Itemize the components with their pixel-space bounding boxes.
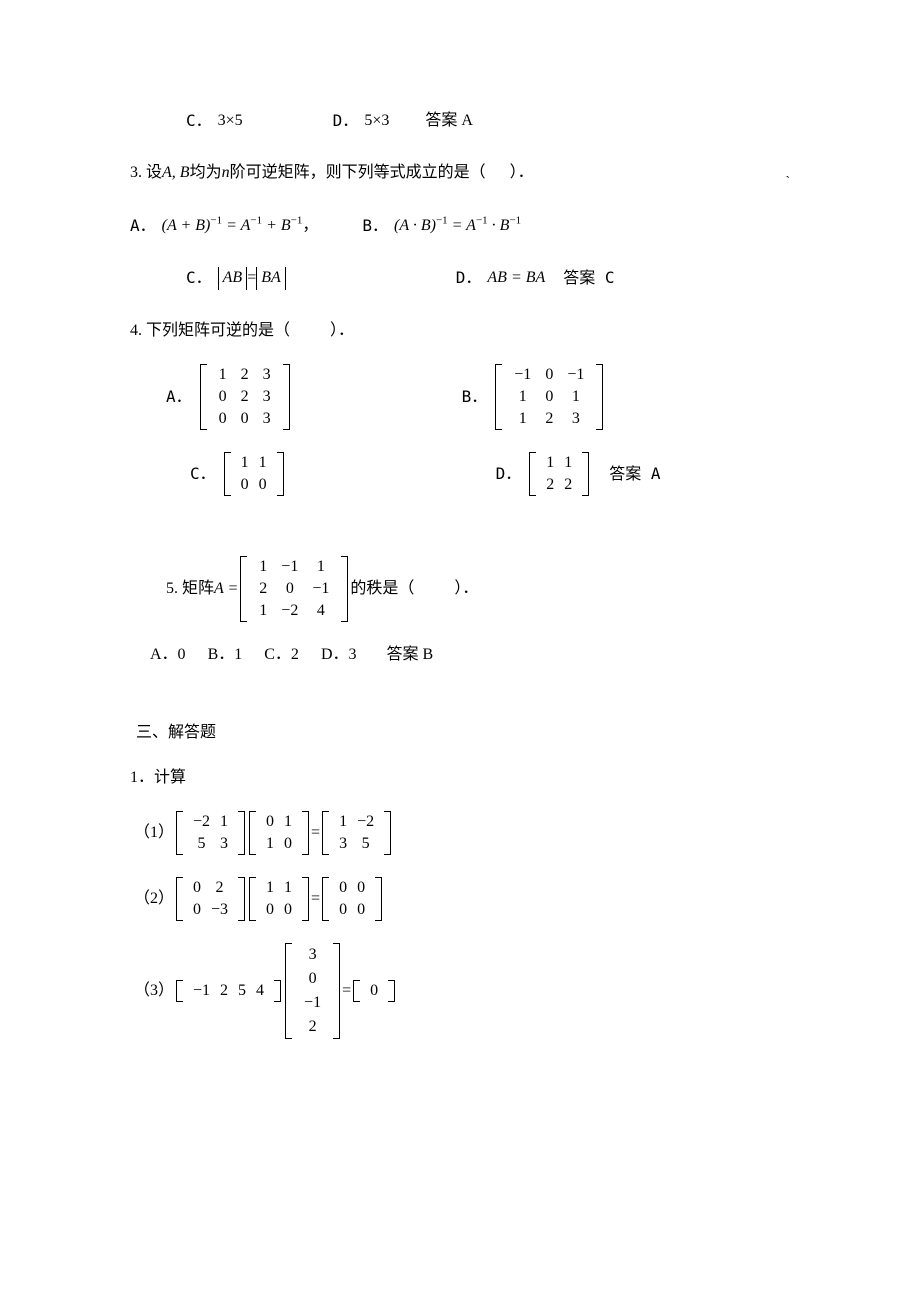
- q4-b-matrix: −10−1 101 123: [495, 364, 603, 430]
- p1-sub2-m1: 02 0−3: [176, 877, 245, 921]
- q5-opt-b: B．1: [208, 644, 243, 666]
- opt-c-math: 3×5: [218, 110, 243, 132]
- q5-answer: 答案 B: [387, 644, 434, 666]
- q3-answer: 答案 C: [563, 267, 614, 289]
- q4-d-matrix: 11 22: [529, 452, 589, 496]
- q3-ab: A, B: [162, 162, 190, 184]
- q-prev-cd-row: C． 3×5 D． 5×3 答案 A: [130, 110, 790, 132]
- q4-answer: 答案 A: [609, 463, 660, 485]
- q5-suffix: 的秩是（: [350, 578, 414, 600]
- q3-a-label: A．: [130, 215, 156, 237]
- q3-b-math: (A · B)−1 = A−1 · B−1: [394, 215, 521, 237]
- p1-sub2-m2: 11 00: [249, 877, 309, 921]
- q3-d-math: AB = BA: [487, 267, 545, 289]
- q3-a-math: (A + B)−1 = A−1 + B−1: [162, 215, 303, 237]
- answer-a: 答案 A: [425, 110, 473, 132]
- q3-ab-row: A． (A + B)−1 = A−1 + B−1 ， B． (A · B)−1 …: [130, 215, 790, 237]
- p1-sub1-label: （1）: [134, 822, 174, 844]
- q5-row: 5. 矩阵 A = 1−11 20−1 1−24 的秩是（ ）．: [130, 556, 790, 622]
- p1-sub3-m2: 3 0 −1 2: [285, 943, 340, 1039]
- q4-close: ）．: [330, 320, 354, 342]
- p1-sub1-m1: −21 53: [176, 811, 245, 855]
- q5-opts-row: A．0 B．1 C．2 D．3 答案 B: [130, 644, 790, 666]
- stray-tick: `: [786, 172, 790, 190]
- q4-d-label: D．: [496, 463, 522, 485]
- p1-sub2-eq: =: [311, 888, 320, 910]
- q4-c-label: C．: [190, 463, 216, 485]
- q3-suffix: 阶可逆矩阵，则下列等式成立的是（: [230, 162, 486, 184]
- q4-b-label: B．: [462, 386, 488, 408]
- q5-matrix: 1−11 20−1 1−24: [240, 556, 348, 622]
- q4-a-matrix: 123 023 003: [200, 364, 290, 430]
- q5-opt-c: C．2: [264, 644, 299, 666]
- q3-d-label: D．: [456, 267, 482, 289]
- p1-sub3: （3） −1254 3 0 −1 2 = 0: [130, 943, 790, 1039]
- q5-prefix: 5. 矩阵: [166, 578, 214, 600]
- q3-stem: 3. 设 A, B 均为 n 阶可逆矩阵，则下列等式成立的是（ ）．: [130, 162, 790, 184]
- page: C． 3×5 D． 5×3 答案 A 3. 设 A, B 均为 n 阶可逆矩阵，…: [0, 0, 920, 1302]
- q4-stem: 4. 下列矩阵可逆的是（ ）．: [130, 320, 790, 342]
- q5-opt-a: A．0: [150, 644, 186, 666]
- q4-a-label: A．: [166, 386, 192, 408]
- p1-sub1-eq: =: [311, 822, 320, 844]
- opt-c-label: C．: [186, 110, 212, 132]
- q3-b-label: B．: [362, 215, 388, 237]
- p1-sub3-label: （3）: [134, 980, 174, 1002]
- q5-opt-d: D．3: [321, 644, 357, 666]
- q4-c-matrix: 11 00: [224, 452, 284, 496]
- section-3-title: 三、解答题: [130, 722, 790, 744]
- opt-d-label: D．: [333, 110, 359, 132]
- q3-c-det1: AB: [218, 267, 248, 289]
- p1-sub1: （1） −21 53 01 10 = 1−2 35: [130, 811, 790, 855]
- p1-sub1-m3: 1−2 35: [322, 811, 391, 855]
- p1-sub2-label: （2）: [134, 888, 174, 910]
- p1-sub3-m1: −1254: [176, 980, 281, 1002]
- p1-sub2-m3: 00 00: [322, 877, 382, 921]
- p1-sub3-m3: 0: [353, 980, 395, 1002]
- p1-sub3-eq: =: [342, 980, 351, 1002]
- q3-a-comma: ，: [302, 215, 318, 237]
- q3-c-label: C．: [186, 267, 212, 289]
- q3-prefix: 3. 设: [130, 162, 162, 184]
- q3-mid1: 均为: [190, 162, 222, 184]
- p1-sub1-m2: 01 10: [249, 811, 309, 855]
- q3-cd-row: C． AB = BA D． AB = BA 答案 C: [130, 267, 790, 289]
- q3-c-eq: =: [247, 267, 256, 289]
- q3-c-det2: BA: [256, 267, 286, 289]
- q5-a-eq: A =: [214, 578, 238, 600]
- opt-d-math: 5×3: [364, 110, 389, 132]
- p1-title: 1．计算: [130, 767, 790, 789]
- q5-close: ）．: [454, 578, 478, 600]
- q3-n: n: [222, 162, 230, 184]
- q3-close: ）．: [510, 162, 534, 184]
- q4-text: 4. 下列矩阵可逆的是（: [130, 320, 290, 342]
- q4-ab-row: A． 123 023 003 B． −10−1 101 123: [130, 364, 790, 430]
- p1-sub2: （2） 02 0−3 11 00 = 00 00: [130, 877, 790, 921]
- q4-cd-row: C． 11 00 D． 11 22 答案 A: [130, 452, 790, 496]
